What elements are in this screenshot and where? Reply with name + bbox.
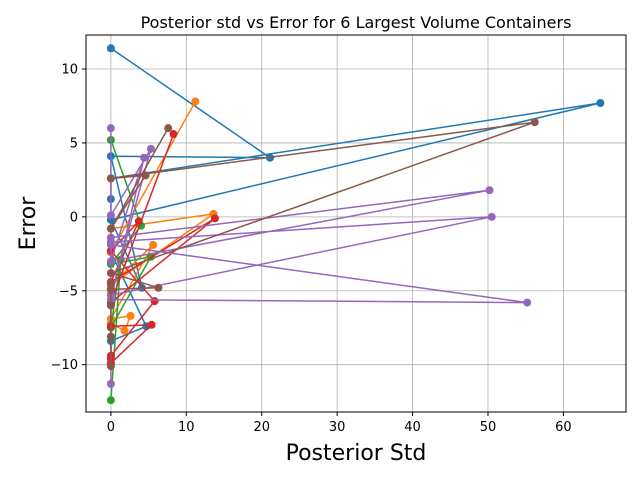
x-tick-label: 60 [555,420,572,435]
series-4-point [169,130,178,139]
series-6-point [154,283,163,292]
x-tick-label: 40 [404,420,421,435]
axis-ticks: 0 10 20 30 40 50 60 −10 −5 0 5 10 [51,63,572,435]
series-6-point [106,269,115,278]
series-4-point [150,297,159,306]
series-6-point [106,362,115,371]
series-5-point [106,233,115,242]
series-5-point [106,379,115,388]
series-5-point [487,212,496,221]
series-4-point [134,217,143,226]
series-6-point [106,279,115,288]
x-tick-label: 10 [178,420,195,435]
series-1 [106,44,605,368]
series-5-point [485,186,494,195]
series-5-point [106,211,115,220]
series-5-point [106,124,115,133]
series-3-point [106,396,115,405]
series-6-point [106,285,115,294]
x-tick-label: 20 [253,420,270,435]
series-6-point [106,301,115,310]
series-1-point [596,99,605,108]
grid [86,35,626,412]
series-6-point [106,174,115,183]
x-axis-label: Posterior Std [286,441,427,466]
series-4-point [147,320,156,329]
series-6-point [164,124,173,133]
y-tick-label: 0 [70,210,78,225]
series-2-point [120,326,129,335]
y-tick-label: 10 [61,63,78,78]
y-axis-label: Error [16,196,41,251]
series-6-point [106,332,115,341]
series-6-point [106,224,115,233]
series-6-point [141,171,150,180]
series-2-point [126,311,135,320]
series-5 [106,124,532,388]
series-4-point [210,214,219,223]
series-5-point [106,257,115,266]
y-tick-label: 5 [70,136,78,151]
x-tick-label: 0 [107,420,115,435]
plot-area-frame [85,34,627,413]
series-5-line [109,128,528,384]
series-5-point [523,298,532,307]
series-2-point [149,240,158,249]
series-5-point [106,240,115,249]
series-layer [106,44,605,405]
y-tick-label: −10 [51,358,78,373]
x-tick-label: 30 [329,420,346,435]
series-5-point [140,153,149,162]
series-6-point [530,118,539,127]
x-tick-label: 50 [480,420,497,435]
series-4-line [109,133,216,364]
chart-title: Posterior std vs Error for 6 Largest Vol… [141,13,572,32]
series-1-point [106,44,115,53]
series-6-line [108,121,535,367]
series-5-point [146,144,155,153]
series-2-point [191,97,200,106]
series-6 [106,118,539,371]
series-1-line [109,47,601,364]
y-tick-label: −5 [59,284,78,299]
